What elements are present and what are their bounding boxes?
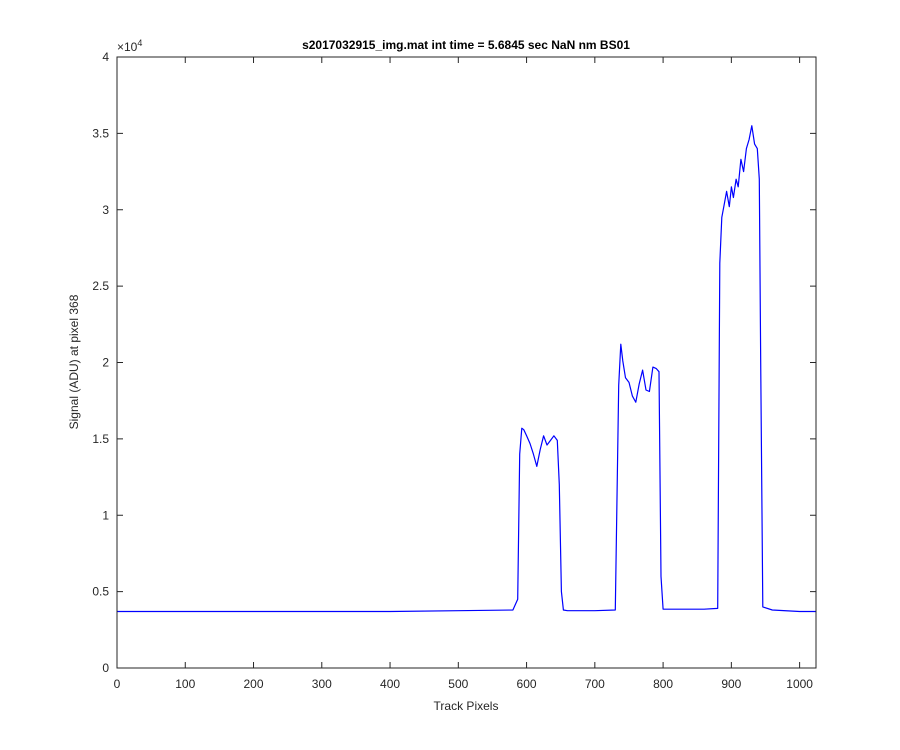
x-tick-label: 100 [175,677,195,691]
y-tick-label: 1.5 [92,432,109,446]
y-tick-label: 2 [102,356,109,370]
x-tick-label: 700 [585,677,605,691]
y-tick-label: 3 [102,203,109,217]
x-tick-label: 0 [114,677,121,691]
series-line-0 [117,125,816,613]
x-tick-label: 900 [721,677,741,691]
axis-ticks: 0 100 200 300 400 500 600 700 800 900 1000 0 0.5 1 1.5… [92,50,816,691]
x-tick-label: 400 [380,677,400,691]
axes-box [116,56,817,669]
x-tick-label: 800 [653,677,673,691]
x-tick-label: 600 [517,677,537,691]
y-exponent-power: 4 [137,38,142,48]
plot-area [117,125,816,613]
y-tick-label: 0 [102,661,109,675]
y-tick-label: 0.5 [92,585,109,599]
y-tick-label: 2.5 [92,279,109,293]
y-tick-label: 3.5 [92,126,109,140]
chart-title: s2017032915_img.mat int time = 5.6845 se… [302,38,630,52]
y-axis-label: Signal (ADU) at pixel 368 [67,294,81,429]
y-tick-label: 1 [102,508,109,522]
y-tick-label: 4 [102,50,109,64]
x-tick-label: 1000 [786,677,813,691]
y-exponent-label: ×104 [117,38,142,54]
x-tick-label: 500 [448,677,468,691]
y-exponent-base: ×10 [117,40,138,54]
x-axis-label: Track Pixels [434,699,499,713]
x-tick-label: 200 [244,677,264,691]
x-tick-label: 300 [312,677,332,691]
